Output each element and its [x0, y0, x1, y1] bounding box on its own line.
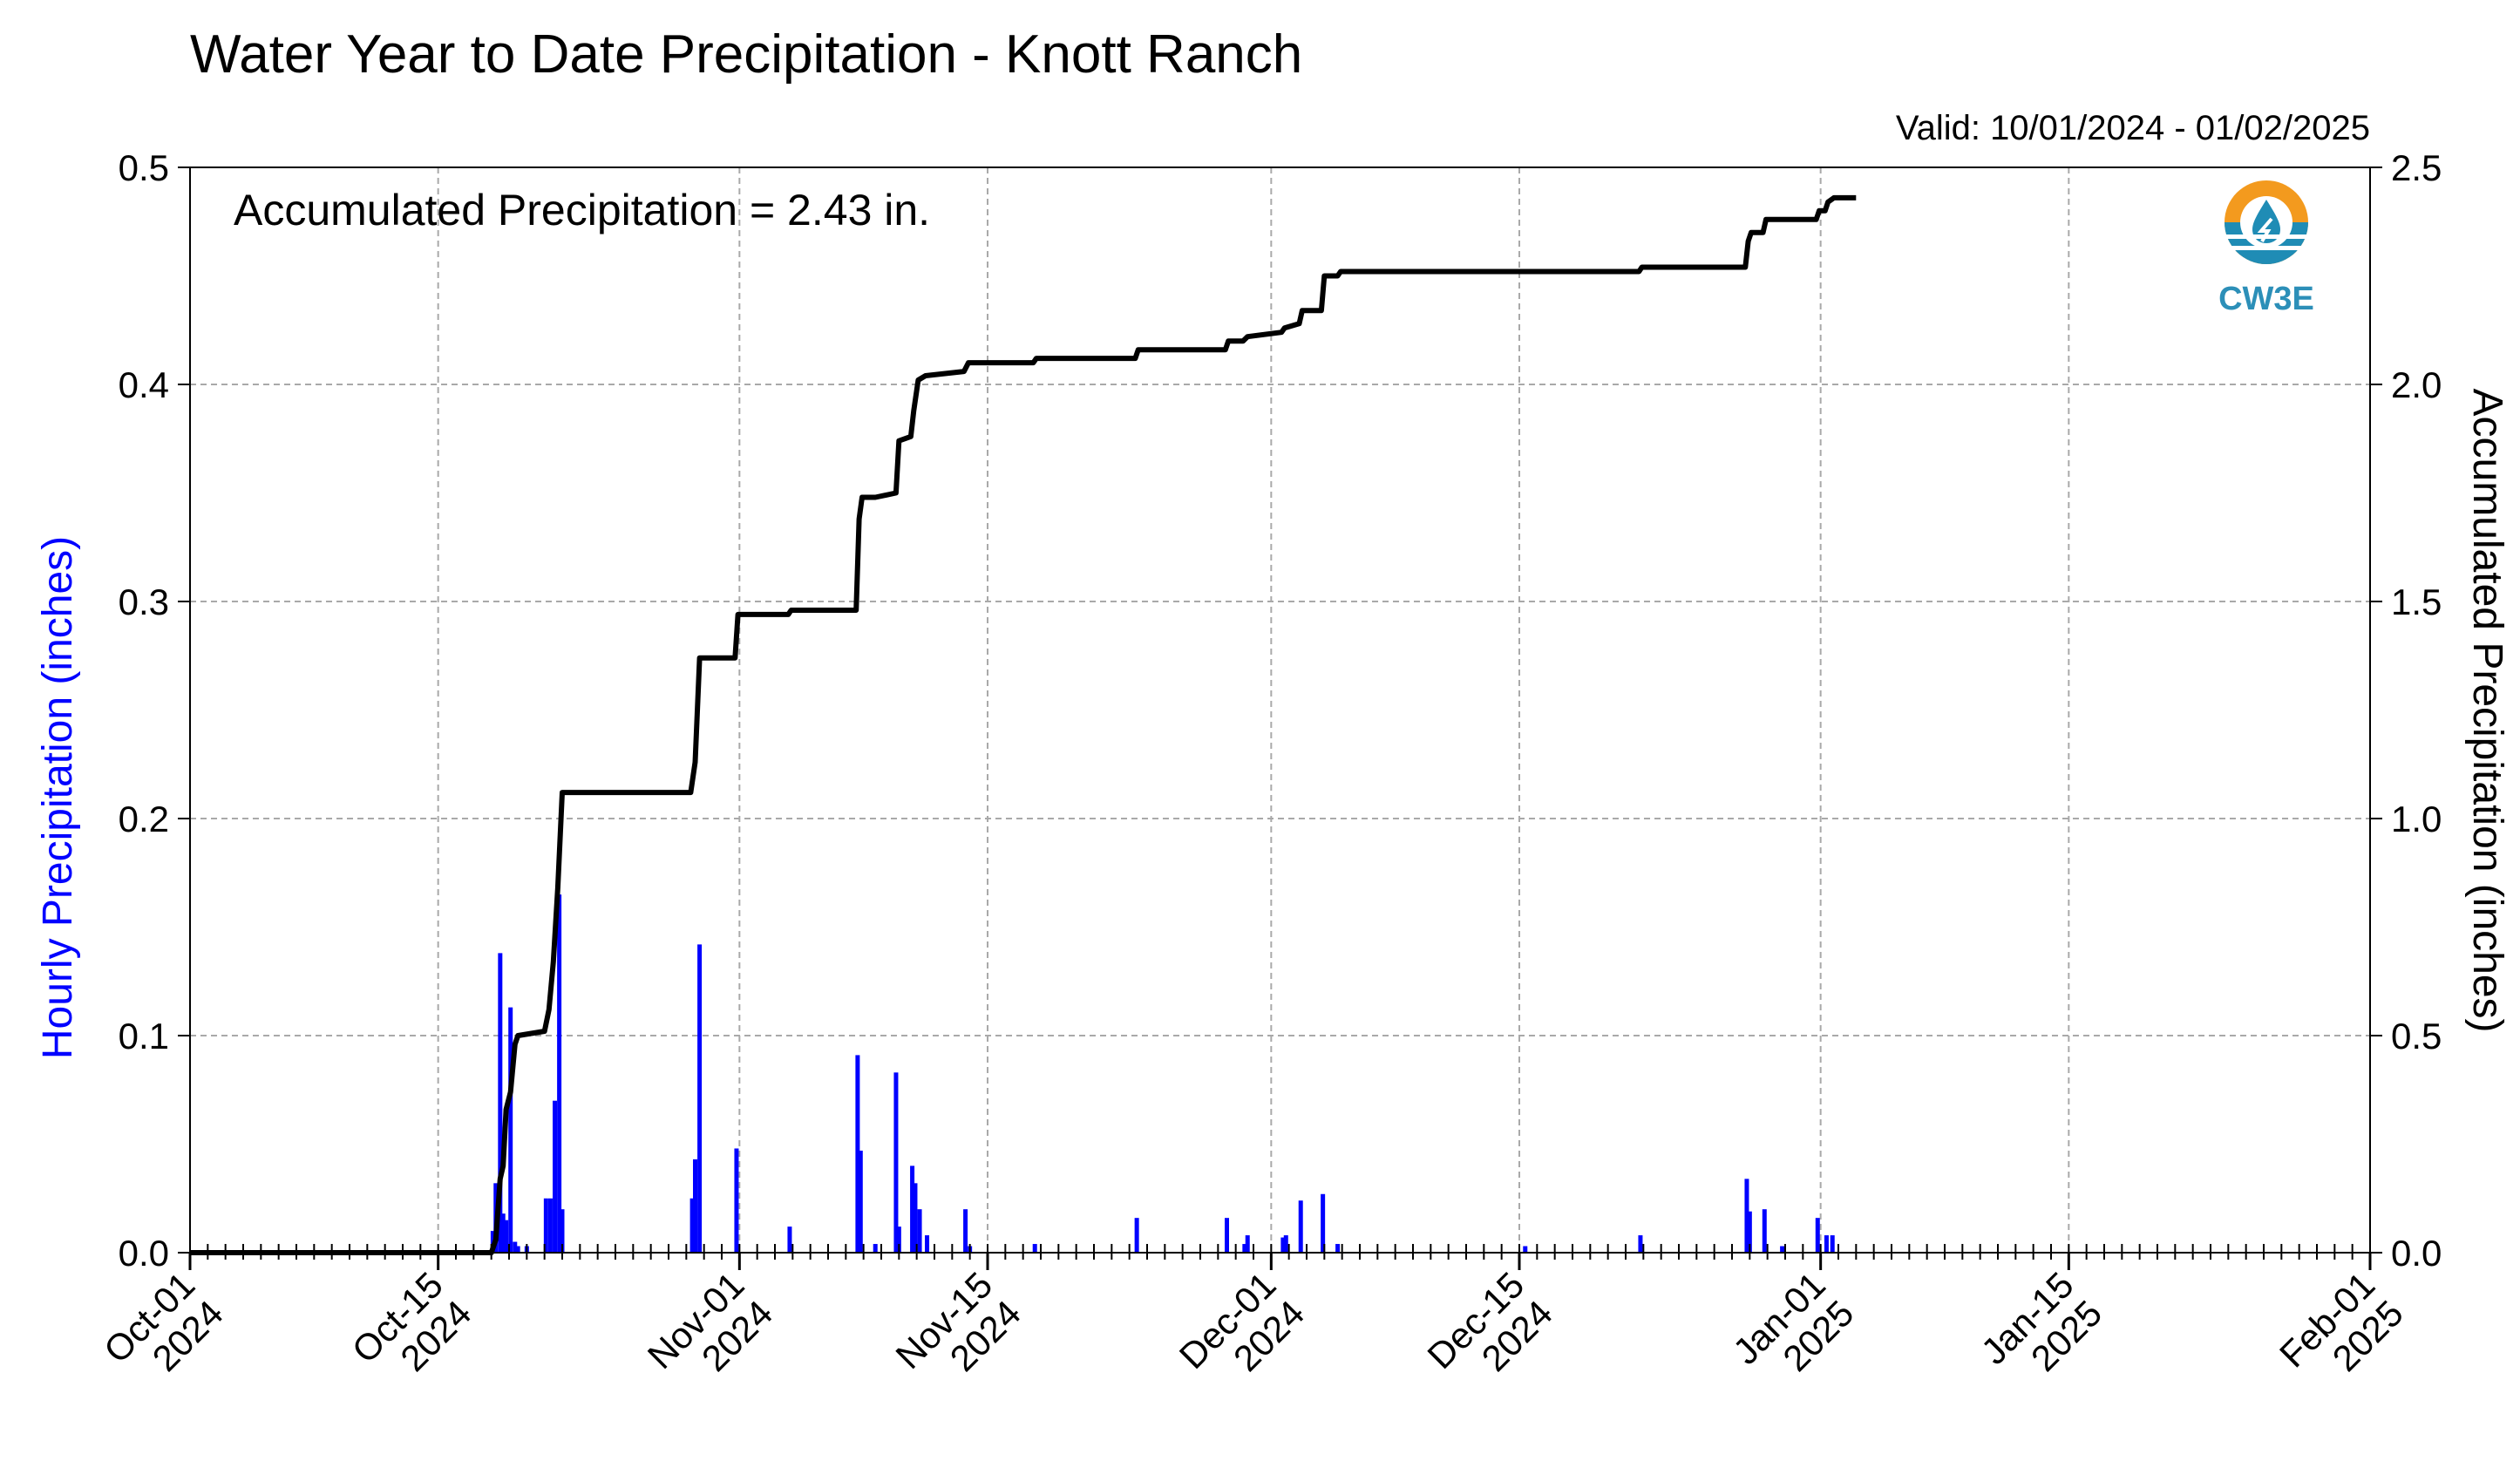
hourly-precip-bar [1747, 1211, 1752, 1253]
hourly-precip-bar [1134, 1218, 1139, 1253]
hourly-precip-bar [543, 1198, 548, 1253]
hourly-precip-bar [689, 1198, 695, 1253]
y-tick-label-left: 0.2 [119, 798, 169, 839]
y-tick-label-right: 2.5 [2391, 147, 2442, 188]
hourly-precip-bar [734, 1148, 739, 1253]
hourly-precip-bar [1523, 1246, 1528, 1253]
hourly-precip-bar [515, 1246, 520, 1253]
x-tick-label: Jan-152025 [1973, 1264, 2110, 1401]
hourly-precip-bar [500, 1213, 506, 1253]
hourly-precip-bar [858, 1150, 863, 1253]
hourly-precip-bar [1638, 1235, 1643, 1253]
y-tick-label-right: 0.5 [2391, 1016, 2442, 1057]
hourly-precip-bar [1780, 1246, 1785, 1253]
x-tick-label: Nov-012024 [640, 1264, 781, 1405]
valid-date-range: Valid: 10/01/2024 - 01/02/2025 [1896, 109, 2370, 147]
grid-lines [190, 167, 2370, 1253]
chart-title: Water Year to Date Precipitation - Knott… [190, 24, 1302, 85]
hourly-precip-bar [508, 1007, 513, 1253]
hourly-precip-bar [787, 1227, 792, 1253]
hourly-precip-bar [896, 1227, 901, 1253]
cw3e-logo: CW3E [2218, 180, 2314, 317]
hourly-precip-bar [1032, 1244, 1037, 1253]
hourly-precip-bar [1245, 1235, 1250, 1253]
hourly-precip-bar [913, 1183, 918, 1253]
y-tick-label-right: 2.0 [2391, 364, 2442, 405]
hourly-precip-bar [1335, 1244, 1341, 1253]
y-axis-left-label: Hourly Precipitation (inches) [35, 536, 81, 1059]
hourly-precip-bar [1225, 1218, 1229, 1253]
bar-series [490, 894, 1835, 1253]
accumulated-precip-line [190, 194, 1857, 1255]
hourly-precip-bar [498, 953, 503, 1253]
x-tick-label: Dec-152024 [1419, 1264, 1560, 1405]
hourly-precip-bar [1830, 1235, 1835, 1253]
hourly-precip-bar [855, 1055, 860, 1253]
x-tick-label: Feb-012025 [2272, 1264, 2411, 1403]
hourly-precip-bar [917, 1209, 922, 1253]
hourly-precip-bar [553, 1100, 558, 1253]
hourly-precip-bar [893, 1072, 899, 1253]
y-tick-label-left: 0.3 [119, 581, 169, 622]
y-tick-label-left: 0.1 [119, 1016, 169, 1057]
hourly-precip-bar [560, 1209, 565, 1253]
axes [178, 166, 2382, 1270]
accumulated-annotation: Accumulated Precipitation = 2.43 in. [234, 186, 930, 234]
hourly-precip-bar [513, 1241, 518, 1253]
hourly-precip-bar [1744, 1179, 1749, 1253]
y-tick-label-right: 0.0 [2391, 1233, 2442, 1274]
y-tick-label-left: 0.0 [119, 1233, 169, 1274]
hourly-precip-bar [1280, 1237, 1286, 1253]
hourly-precip-bar [1824, 1235, 1829, 1253]
hourly-precip-bar [1815, 1218, 1820, 1253]
x-tick-label: Oct-152024 [344, 1264, 479, 1399]
y-tick-label-left: 0.5 [119, 147, 169, 188]
hourly-precip-bar [697, 944, 703, 1253]
x-tick-label: Nov-152024 [887, 1264, 1029, 1405]
hourly-precip-bar [1298, 1200, 1303, 1253]
hourly-precip-bar [557, 894, 562, 1253]
hourly-precip-bar [925, 1235, 930, 1253]
y-tick-label-right: 1.0 [2391, 798, 2442, 839]
hourly-precip-bar [963, 1209, 968, 1253]
hourly-precip-bar [547, 1198, 553, 1253]
x-tick-label: Oct-012024 [96, 1264, 231, 1399]
logo-text: CW3E [2218, 281, 2314, 317]
hourly-precip-bar [910, 1165, 915, 1253]
hourly-precip-bar [1321, 1193, 1326, 1253]
hourly-precip-bar [504, 1220, 509, 1253]
hourly-precip-bar [1242, 1244, 1247, 1253]
x-tick-label: Jan-012025 [1725, 1264, 1862, 1401]
y-tick-label-left: 0.4 [119, 364, 169, 405]
hourly-precip-bar [1762, 1209, 1767, 1253]
accumulated-line-series [190, 194, 1857, 1255]
x-tick-label: Dec-012024 [1172, 1264, 1313, 1405]
y-tick-label-right: 1.5 [2391, 581, 2442, 622]
hourly-precip-bar [873, 1244, 878, 1253]
plot-frame [189, 166, 2371, 1254]
hourly-precip-bar [693, 1159, 697, 1253]
hourly-precip-bar [1283, 1235, 1288, 1253]
y-axis-right-label: Accumulated Precipitation (inches) [2464, 388, 2510, 1032]
